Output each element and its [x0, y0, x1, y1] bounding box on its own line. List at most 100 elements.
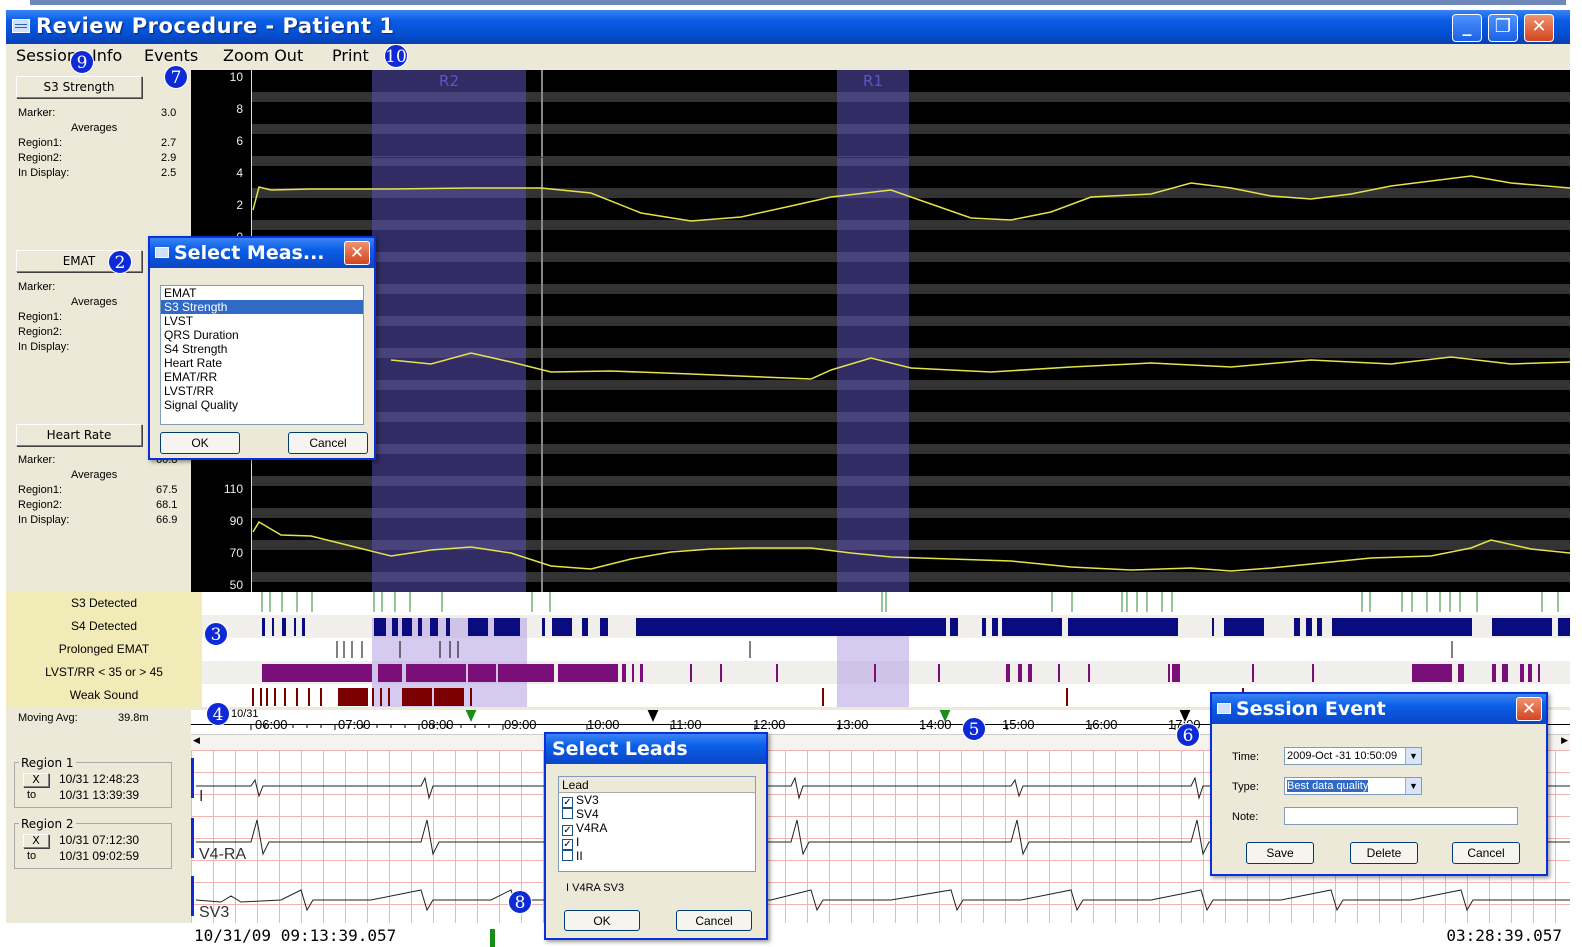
- window-title: Review Procedure - Patient 1: [36, 14, 395, 38]
- lead-item-ii[interactable]: II: [559, 849, 755, 863]
- measurement-list[interactable]: EMAT S3 Strength LVST QRS Duration S4 St…: [160, 285, 364, 425]
- select-leads-ok-button[interactable]: OK: [564, 910, 640, 931]
- badge-2: 2: [108, 250, 132, 274]
- trend-plot[interactable]: R2 R1 10 8 6 4 2 0 110 90 70 50: [191, 70, 1570, 592]
- event-note-input[interactable]: [1284, 807, 1518, 825]
- y-label-6: 6: [236, 134, 243, 148]
- event-time-label: Time:: [1232, 751, 1260, 763]
- cursor-line[interactable]: [541, 70, 543, 592]
- event-type-combo[interactable]: Best data quality ▼: [1284, 777, 1422, 795]
- dropdown-arrow-icon[interactable]: ▼: [1405, 748, 1421, 764]
- select-leads-dialog: Select Leads Lead ✓ SV3 SV4 ✓ V4RA ✓ I II I…: [544, 732, 768, 940]
- close-button[interactable]: ✕: [1524, 14, 1554, 42]
- hr-display-value: 66.9: [156, 514, 178, 526]
- menu-events[interactable]: Events: [144, 46, 199, 65]
- y-label-8: 8: [236, 102, 243, 116]
- minimize-button[interactable]: _: [1452, 14, 1482, 42]
- region1-clear-button[interactable]: X: [23, 773, 49, 787]
- lead-list-header: Lead: [559, 777, 755, 793]
- s3-strength-button[interactable]: S3 Strength: [16, 76, 142, 98]
- lead-sv4-checkbox[interactable]: [562, 808, 573, 819]
- meas-item-heart-rate[interactable]: Heart Rate: [164, 356, 223, 370]
- moving-avg-value: 39.8m: [118, 712, 149, 724]
- event-row-emat[interactable]: [202, 638, 1570, 661]
- region1-to: 10/31 13:39:39: [59, 788, 140, 802]
- event-row-s4[interactable]: [202, 615, 1570, 638]
- tick-1500: 15:00: [1002, 717, 1035, 732]
- region2-from: 10/31 07:12:30: [59, 833, 140, 847]
- lead-label-sv3: SV3: [199, 904, 230, 921]
- scroll-right-arrow-icon[interactable]: ▶: [1561, 736, 1568, 746]
- hr-region2-label: Region2:: [18, 499, 63, 511]
- select-meas-title: Select Meas...: [174, 242, 325, 264]
- event-label-s4-detected: S4 Detected: [6, 615, 202, 638]
- y-label-70: 70: [229, 546, 243, 560]
- meas-item-signal-quality[interactable]: Signal Quality: [164, 398, 239, 412]
- event-row-s3[interactable]: [202, 592, 1570, 615]
- lead-item-i[interactable]: ✓ I: [562, 835, 580, 850]
- lead-v4ra-checkbox[interactable]: ✓: [562, 825, 573, 836]
- badge-9: 9: [70, 50, 94, 74]
- select-leads-title-bar: Select Leads: [546, 734, 766, 764]
- select-meas-cancel-button[interactable]: Cancel: [288, 432, 368, 454]
- meas-item-emat[interactable]: EMAT: [164, 286, 197, 300]
- badge-5: 5: [962, 717, 986, 741]
- tick-0700: 07:00: [338, 717, 371, 732]
- meas-item-lvst-rr[interactable]: LVST/RR: [164, 384, 214, 398]
- event-delete-button[interactable]: Delete: [1350, 842, 1418, 864]
- meas-item-s4-strength[interactable]: S4 Strength: [164, 342, 228, 356]
- event-save-button[interactable]: Save: [1246, 842, 1314, 864]
- s3-display-value: 2.5: [161, 167, 177, 179]
- menu-session[interactable]: Session: [16, 46, 78, 65]
- tick-0900: 09:00: [504, 717, 537, 732]
- meas-item-qrs-duration[interactable]: QRS Duration: [164, 328, 239, 342]
- y-label-4: 4: [236, 166, 243, 180]
- menu-zoom-out[interactable]: Zoom Out: [223, 46, 304, 65]
- tick-1200: 12:00: [753, 717, 786, 732]
- region2-to-label: to: [27, 850, 37, 862]
- select-leads-title: Select Leads: [552, 738, 688, 760]
- select-leads-cancel-button[interactable]: Cancel: [676, 910, 752, 931]
- y-label-50: 50: [229, 578, 243, 592]
- event-label-lvst-rr: LVST/RR < 35 or > 45: [6, 661, 202, 684]
- hr-region1-value: 67.5: [156, 484, 178, 496]
- status-bar: 10/31/09 09:13:39.057 03:28:39.057: [6, 923, 1570, 947]
- menu-info[interactable]: Info: [92, 46, 123, 65]
- menu-bar: Session Info Events Zoom Out Print: [6, 44, 1570, 68]
- dialog-app-icon: [1217, 703, 1231, 714]
- region1-title: Region 1: [19, 756, 76, 770]
- event-time-combo[interactable]: 2009-Oct -31 10:50:09 ▼: [1284, 747, 1422, 765]
- heart-rate-button[interactable]: Heart Rate: [16, 424, 142, 446]
- emat-marker-label: Marker:: [18, 281, 56, 293]
- lvst-rr-marks: [262, 661, 1540, 684]
- region2-clear-button[interactable]: X: [23, 834, 49, 848]
- select-meas-close-icon[interactable]: ✕: [344, 241, 370, 265]
- badge-7: 7: [164, 65, 188, 89]
- session-event-close-icon[interactable]: ✕: [1516, 697, 1542, 721]
- lead-item-v4ra[interactable]: ✓ V4RA: [562, 821, 608, 836]
- menu-print[interactable]: Print: [332, 46, 369, 65]
- lead-item-sv3[interactable]: ✓ SV3: [562, 793, 599, 808]
- meas-item-s3-strength[interactable]: S3 Strength: [161, 300, 363, 314]
- badge-6: 6: [1176, 723, 1200, 747]
- meas-item-lvst[interactable]: LVST: [164, 314, 194, 328]
- scroll-left-arrow-icon[interactable]: ◀: [193, 736, 200, 746]
- ecg-lead-sv3: [195, 889, 1570, 912]
- emat-region2-label: Region2:: [18, 326, 63, 338]
- lead-item-sv4[interactable]: SV4: [559, 807, 755, 821]
- dropdown-arrow-icon[interactable]: ▼: [1405, 778, 1421, 794]
- select-meas-ok-button[interactable]: OK: [160, 432, 240, 454]
- region-r2-label: R2: [439, 72, 459, 90]
- event-row-lvst[interactable]: [202, 661, 1570, 684]
- lead-list[interactable]: Lead ✓ SV3 SV4 ✓ V4RA ✓ I II: [558, 776, 756, 872]
- tick-0800: 08:00: [421, 717, 454, 732]
- lead-ii-checkbox[interactable]: [562, 850, 573, 861]
- maximize-button[interactable]: ❐: [1488, 14, 1518, 42]
- event-cancel-button[interactable]: Cancel: [1452, 842, 1520, 864]
- event-label-s3-detected: S3 Detected: [6, 592, 202, 615]
- meas-item-emat-rr[interactable]: EMAT/RR: [164, 370, 218, 384]
- region2-box: Region 2 X 10/31 07:12:30 to 10/31 09:02…: [14, 817, 172, 869]
- lead-i-checkbox[interactable]: ✓: [562, 839, 573, 850]
- s3-region1-label: Region1:: [18, 137, 63, 149]
- lead-sv3-checkbox[interactable]: ✓: [562, 797, 573, 808]
